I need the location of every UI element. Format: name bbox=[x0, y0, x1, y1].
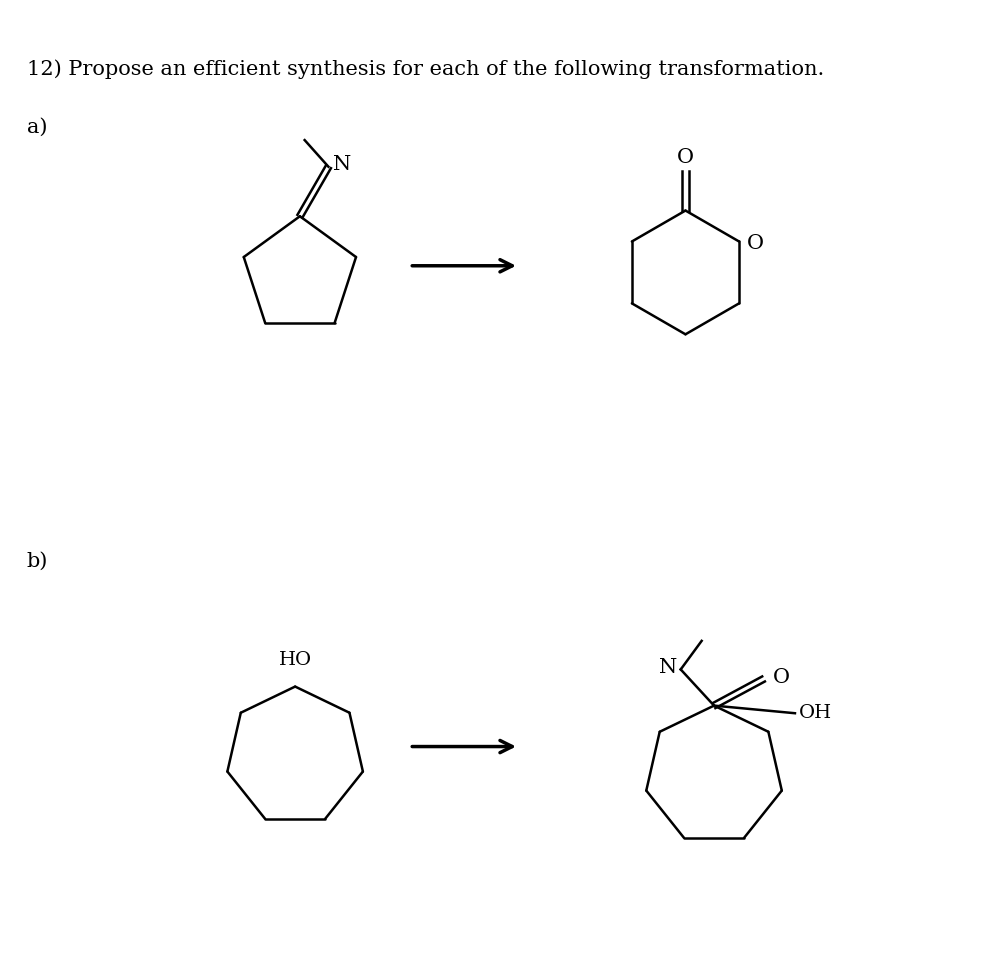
Text: HO: HO bbox=[278, 651, 311, 669]
Text: O: O bbox=[747, 234, 763, 253]
Text: O: O bbox=[677, 148, 694, 167]
Text: a): a) bbox=[27, 118, 47, 137]
Text: 12) Propose an efficient synthesis for each of the following transformation.: 12) Propose an efficient synthesis for e… bbox=[27, 59, 824, 79]
Text: OH: OH bbox=[798, 704, 832, 722]
Text: O: O bbox=[773, 667, 790, 687]
Text: N: N bbox=[333, 155, 351, 175]
Text: N: N bbox=[659, 658, 677, 677]
Text: b): b) bbox=[27, 551, 48, 571]
